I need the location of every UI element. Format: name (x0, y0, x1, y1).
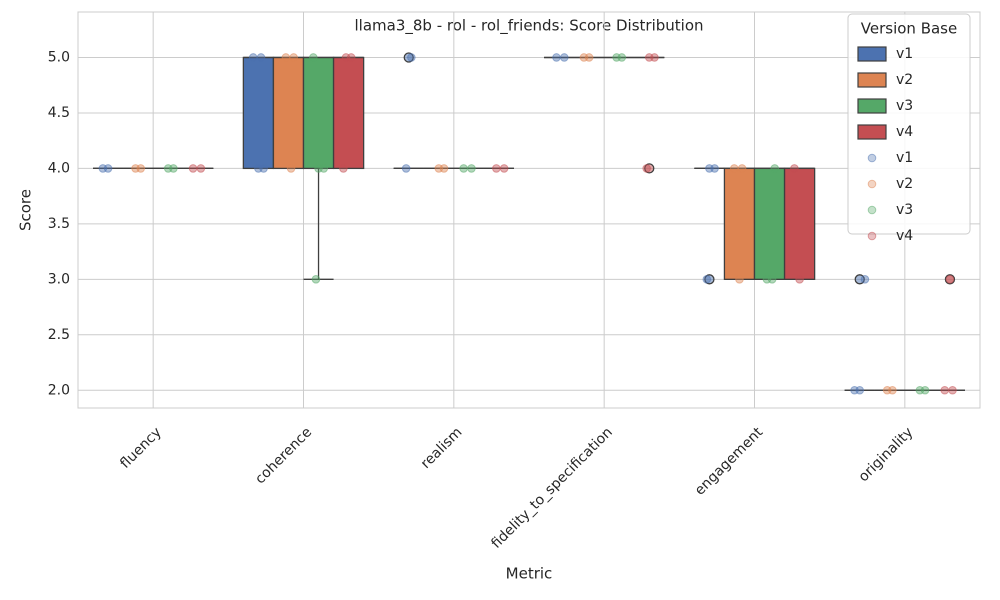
legend-label: v4 (896, 124, 913, 140)
strip-point (945, 275, 955, 284)
strip-point (286, 164, 296, 173)
legend-label: v2 (896, 176, 913, 192)
outlier (644, 163, 655, 174)
strip-point (309, 53, 318, 62)
strip-point (248, 53, 258, 62)
strip-point (256, 53, 266, 62)
strip-point (855, 385, 865, 395)
strip-point (281, 53, 291, 62)
legend-marker (867, 179, 877, 189)
strip-point (729, 164, 739, 173)
strip-point (259, 164, 268, 173)
strip-point (737, 164, 747, 173)
outlier (704, 274, 715, 285)
strip-point (407, 53, 416, 62)
legend-label: v1 (896, 150, 913, 166)
strip-point (790, 164, 799, 173)
legend-marker (867, 153, 877, 163)
strip-point (459, 164, 468, 173)
strip-point (188, 164, 198, 173)
legend-swatch (857, 124, 887, 140)
strip-point (770, 164, 780, 173)
legend-swatch (857, 72, 887, 88)
outlier (944, 274, 956, 285)
y-tick-label: 2.5 (48, 327, 70, 343)
y-tick-label: 5.0 (48, 49, 70, 65)
box (753, 167, 786, 280)
outlier (403, 52, 414, 63)
x-axis-label: Metric (506, 565, 553, 583)
strip-point (169, 164, 178, 173)
strip-point (346, 53, 356, 62)
strip-point (319, 164, 329, 173)
strip-point (920, 385, 930, 395)
box (302, 56, 335, 170)
strip-point (552, 53, 561, 62)
legend: Version Base v1 v2 v3 v4 v1 v2 v3 v4 (847, 13, 971, 244)
box (723, 167, 756, 280)
box (272, 56, 305, 170)
legend-swatch (857, 98, 887, 114)
chart-title: llama3_8b - rol - rol_friends: Score Dis… (355, 17, 704, 36)
box (332, 56, 365, 170)
strip-point (499, 164, 509, 173)
box (783, 167, 816, 280)
legend-label: v4 (896, 228, 913, 244)
strip-point (650, 53, 659, 62)
strip-point (103, 164, 113, 173)
strip-point (642, 164, 651, 173)
legend-marker (867, 205, 877, 215)
strip-point (339, 164, 348, 173)
box (242, 56, 275, 170)
strip-point (795, 275, 804, 284)
y-tick-label: 2.0 (48, 382, 70, 398)
y-tick-label: 3.0 (48, 271, 70, 287)
strip-point (289, 53, 298, 62)
strip-point (584, 53, 594, 62)
strip-point (940, 385, 950, 395)
strip-point (888, 385, 897, 395)
y-tick-label: 3.5 (48, 216, 70, 232)
legend-label: v2 (896, 72, 913, 88)
strip-point (492, 164, 501, 173)
y-tick-label: 4.0 (48, 160, 70, 176)
plot-frame (77, 11, 981, 409)
legend-label: v3 (896, 98, 913, 114)
strip-point (196, 164, 206, 173)
legend-swatch (857, 46, 887, 62)
strip-point (136, 164, 146, 173)
legend-title: Version Base (861, 20, 957, 38)
legend-frame (847, 13, 971, 235)
legend-marker (867, 231, 877, 241)
strip-point (702, 275, 712, 284)
strip-point (617, 53, 627, 62)
strip-point (467, 164, 476, 173)
strip-point (767, 275, 777, 284)
strip-point (401, 164, 411, 173)
strip-point (948, 385, 957, 395)
y-tick-label: 4.5 (48, 105, 70, 121)
strip-point (710, 164, 719, 173)
y-axis-label: Score (17, 189, 35, 231)
strip-point (439, 164, 449, 173)
legend-label: v1 (896, 46, 913, 62)
legend-label: v3 (896, 202, 913, 218)
strip-point (559, 53, 569, 62)
strip-point (860, 275, 870, 284)
strip-point (735, 275, 744, 284)
strip-point (311, 275, 321, 284)
